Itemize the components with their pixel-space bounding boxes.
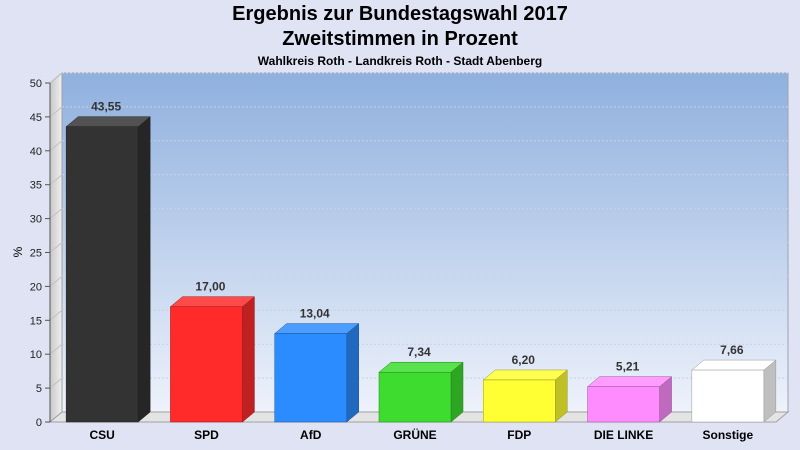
bar-front bbox=[587, 386, 660, 423]
y-tick-label: 45 bbox=[30, 112, 42, 124]
chart-subtitle: Wahlkreis Roth - Landkreis Roth - Stadt … bbox=[257, 54, 543, 68]
x-tick-label: SPD bbox=[194, 428, 219, 442]
grid-line-side bbox=[49, 377, 63, 389]
y-tick-label: 20 bbox=[30, 281, 42, 293]
bar-csu[interactable] bbox=[65, 116, 151, 423]
grid-line-side bbox=[49, 106, 63, 118]
data-label: 17,00 bbox=[195, 280, 225, 294]
grid-line-side bbox=[49, 343, 63, 355]
x-tick-label: GRÜNE bbox=[393, 427, 436, 442]
bar-top bbox=[65, 116, 151, 127]
bar-side bbox=[137, 116, 151, 423]
y-tick-label: 25 bbox=[30, 248, 42, 260]
chart-title-line2: Zweitstimmen in Prozent bbox=[282, 28, 518, 50]
bar-side bbox=[763, 359, 777, 423]
grid-line-side bbox=[49, 276, 63, 287]
grid-line-side bbox=[49, 140, 63, 152]
bar-grüne[interactable] bbox=[378, 361, 464, 423]
bar-fdp[interactable] bbox=[482, 369, 568, 423]
x-tick-label: FDP bbox=[507, 428, 531, 442]
bar-side bbox=[346, 323, 359, 423]
bar-front bbox=[65, 126, 139, 423]
grid-line-side bbox=[49, 208, 63, 219]
bar-side bbox=[450, 361, 464, 423]
data-label: 7,34 bbox=[407, 345, 431, 359]
y-axis-label: % bbox=[11, 246, 25, 257]
bar-spd[interactable] bbox=[169, 296, 256, 423]
y-tick-label: 5 bbox=[36, 383, 42, 395]
x-tick-label: Sonstige bbox=[703, 428, 754, 442]
grid-line-side bbox=[49, 174, 63, 186]
data-label: 43,55 bbox=[91, 100, 121, 114]
bar-front bbox=[691, 369, 765, 423]
bar-front bbox=[378, 371, 452, 423]
bar-top bbox=[691, 359, 777, 371]
y-tick-label: 15 bbox=[30, 315, 42, 327]
chart-title: Ergebnis zur Bundestagswahl 2017 bbox=[232, 3, 568, 25]
bar-top bbox=[586, 376, 673, 387]
x-tick-label: DIE LINKE bbox=[594, 428, 653, 442]
bar-front bbox=[483, 379, 556, 423]
bar-sonstige[interactable] bbox=[691, 359, 777, 423]
y-tick-label: 10 bbox=[30, 349, 42, 361]
bar-die-linke[interactable] bbox=[586, 376, 673, 423]
bar-top bbox=[169, 296, 256, 307]
bar-side bbox=[242, 296, 255, 423]
bar-front bbox=[274, 333, 347, 423]
grid-line-side bbox=[49, 72, 63, 84]
bar-top bbox=[482, 369, 568, 381]
y-tick-label: 40 bbox=[30, 146, 42, 158]
grid-line-side bbox=[49, 309, 63, 321]
bar-afd[interactable] bbox=[274, 323, 360, 423]
x-tick-label: AfD bbox=[300, 428, 322, 442]
grid-line-side bbox=[49, 242, 63, 253]
bar-top bbox=[274, 323, 360, 334]
data-label: 13,04 bbox=[300, 307, 330, 321]
data-label: 7,66 bbox=[720, 343, 744, 357]
y-tick-label: 30 bbox=[30, 214, 42, 226]
y-tick-label: 0 bbox=[36, 417, 42, 429]
y-tick-label: 35 bbox=[30, 180, 42, 192]
bar-front bbox=[170, 306, 243, 423]
x-tick-label: CSU bbox=[89, 428, 114, 442]
data-label: 5,21 bbox=[616, 360, 640, 374]
data-label: 6,20 bbox=[512, 353, 536, 367]
bar-top bbox=[378, 361, 464, 373]
y-tick-label: 50 bbox=[30, 78, 42, 90]
